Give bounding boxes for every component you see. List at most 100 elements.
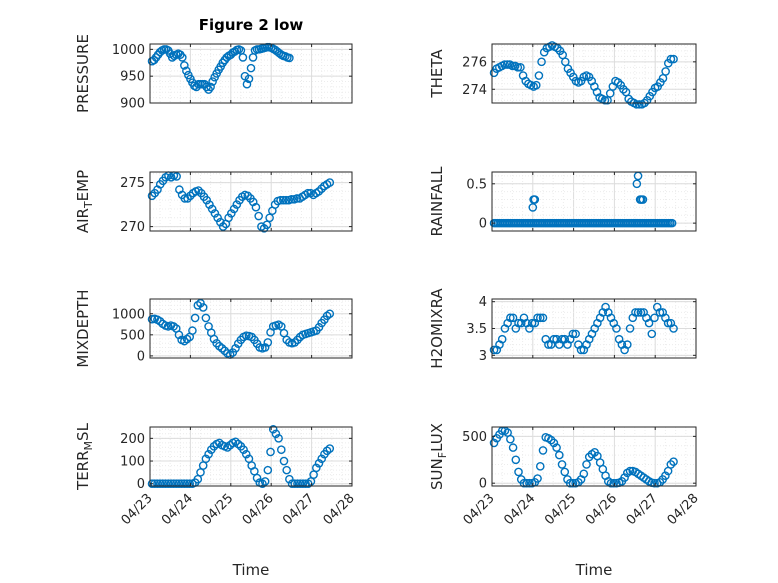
- y-tick-label: 950: [120, 70, 145, 85]
- data-point: [161, 479, 170, 489]
- data-point: [268, 424, 278, 434]
- y-tick-label: 0: [137, 477, 145, 492]
- axes-box: [491, 171, 697, 232]
- data-point: [303, 188, 313, 198]
- data-point: [293, 479, 302, 489]
- y-tick-label: 4: [479, 295, 487, 310]
- panel-terr_msl: 0 100 200 04/23 04/24 04/25 04/26 04/27 04/28 TER…: [74, 422, 358, 528]
- data-point: [266, 447, 275, 457]
- axes-box: [491, 426, 697, 487]
- data-point: [244, 74, 254, 84]
- data-point: [231, 344, 240, 353]
- data-point: [190, 313, 200, 323]
- data-point: [177, 479, 186, 489]
- data-point: [644, 318, 654, 328]
- data-point: [625, 466, 635, 476]
- data-point: [497, 334, 507, 344]
- data-point: [508, 61, 517, 71]
- data-point: [227, 209, 236, 218]
- data-point: [538, 446, 548, 455]
- axes-box: [149, 298, 353, 359]
- data-point: [260, 477, 270, 486]
- y-tick-label: 0: [137, 349, 145, 364]
- data-point: [252, 473, 262, 483]
- data-point: [325, 309, 335, 319]
- data-point: [166, 479, 176, 489]
- y-axis-label: MIXDEPTH: [74, 289, 92, 367]
- data-point: [254, 211, 263, 221]
- data-point: [276, 445, 286, 454]
- data-point: [555, 450, 564, 460]
- x-tick-label: 04/23: [119, 491, 156, 528]
- data-point: [576, 345, 586, 355]
- data-point: [522, 478, 531, 488]
- data-point: [533, 474, 542, 483]
- data-point: [201, 454, 211, 464]
- data-point: [317, 184, 326, 194]
- axes-box: [149, 43, 353, 104]
- data-point: [544, 340, 553, 349]
- data-point: [557, 460, 567, 469]
- data-point: [201, 313, 211, 323]
- data-point: [514, 467, 523, 477]
- data-point: [513, 63, 523, 72]
- plot-area: [150, 44, 352, 103]
- data-point: [325, 444, 335, 453]
- data-point: [582, 460, 591, 469]
- data-point: [322, 446, 332, 456]
- data-point: [278, 195, 288, 205]
- data-point: [663, 318, 673, 328]
- y-tick-label: 1000: [112, 307, 145, 322]
- data-point: [202, 195, 212, 205]
- data-point: [500, 60, 509, 69]
- data-point: [208, 77, 217, 86]
- y-tick-label: 900: [120, 97, 145, 112]
- data-point: [183, 194, 192, 203]
- data-point: [180, 61, 189, 70]
- data-point: [489, 438, 499, 448]
- data-point: [553, 43, 562, 53]
- data-point: [571, 329, 580, 339]
- data-point: [508, 443, 518, 452]
- data-point: [557, 334, 567, 344]
- data-point: [206, 82, 215, 92]
- data-point: [242, 79, 252, 89]
- data-point: [213, 213, 222, 223]
- data-point: [655, 308, 665, 317]
- y-tick-label: 274: [462, 83, 487, 98]
- data-point: [516, 63, 525, 72]
- data-point: [204, 449, 213, 459]
- data-point: [667, 218, 677, 228]
- y-tick-label: 1000: [112, 43, 145, 58]
- y-axis-label: PRESSURE: [74, 34, 92, 113]
- x-tick-label: 04/26: [240, 491, 277, 528]
- data-point: [205, 200, 214, 209]
- y-axis-label: THETA: [428, 49, 446, 99]
- data-point: [147, 191, 157, 201]
- data-point: [153, 479, 162, 489]
- y-tick-label: 0: [479, 217, 487, 232]
- data-point: [290, 479, 300, 489]
- data-point: [231, 437, 240, 447]
- data-point: [265, 213, 274, 223]
- data-point: [258, 479, 267, 489]
- x-tick-label: 04/24: [501, 491, 538, 528]
- data-point: [669, 54, 678, 64]
- y-tick-label: 270: [120, 220, 145, 235]
- data-point: [155, 479, 165, 489]
- data-point: [282, 465, 291, 475]
- axes-box: [491, 43, 697, 104]
- data-point: [285, 474, 294, 484]
- data-point: [506, 313, 515, 323]
- data-point: [228, 348, 238, 357]
- data-point: [511, 455, 521, 465]
- y-tick-label: 500: [462, 430, 487, 445]
- data-point: [285, 53, 294, 63]
- data-point: [287, 194, 296, 204]
- y-tick-label: 275: [120, 176, 145, 191]
- data-point: [233, 439, 243, 449]
- data-point: [636, 308, 646, 317]
- data-point: [535, 462, 545, 471]
- data-point: [519, 478, 529, 488]
- panel-rainfall: 0 0.5 RAINFALL: [428, 166, 697, 236]
